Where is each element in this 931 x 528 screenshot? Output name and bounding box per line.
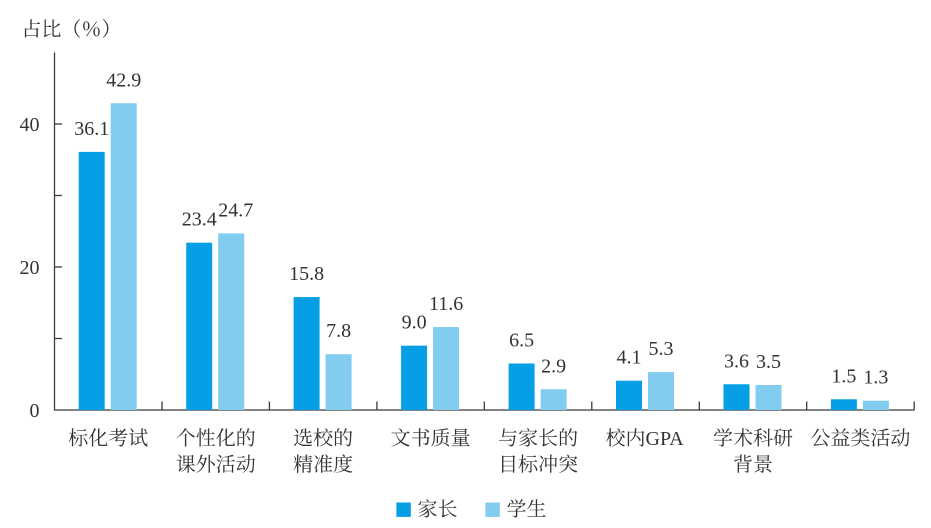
svg-text:5.3: 5.3 [649,338,674,360]
svg-text:23.4: 23.4 [182,209,217,231]
svg-text:24.7: 24.7 [218,199,253,221]
svg-text:7.8: 7.8 [326,320,351,342]
svg-text:1.3: 1.3 [863,367,888,389]
svg-text:42.9: 42.9 [106,69,141,91]
svg-text:36.1: 36.1 [74,118,109,140]
svg-text:3.6: 3.6 [724,350,749,372]
svg-text:40: 40 [20,114,40,136]
svg-text:GPA: GPA [646,428,685,450]
svg-text:1.5: 1.5 [831,365,856,387]
svg-text:15.8: 15.8 [289,263,324,285]
svg-text:11.6: 11.6 [429,293,463,315]
svg-text:2.9: 2.9 [541,355,566,377]
svg-text:9.0: 9.0 [402,312,427,334]
svg-text:3.5: 3.5 [756,351,781,373]
svg-text:0: 0 [30,400,40,422]
svg-text:20: 20 [20,257,40,279]
svg-text:4.1: 4.1 [617,347,642,369]
svg-text:6.5: 6.5 [509,330,534,352]
